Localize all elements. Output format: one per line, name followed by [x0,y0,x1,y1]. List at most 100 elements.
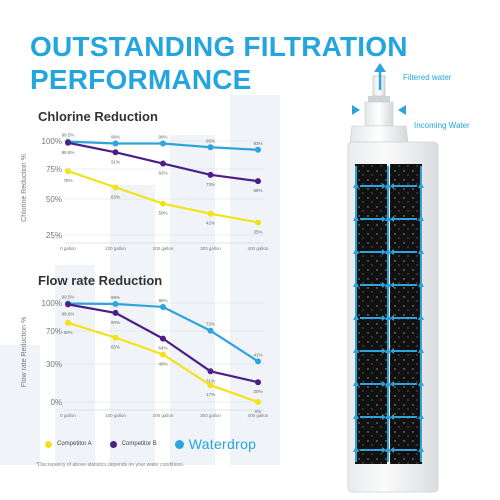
flow-xtick-label: 400 gallon [248,413,269,418]
disclaimer: *Discrepancy of above statistics depends… [36,462,185,468]
chlorine-competitor-a-data-label: 76% [63,178,72,183]
flow-inward-arrow-icon [382,381,386,387]
flow-arrows [353,166,424,462]
flow-up-arrow-icon [385,314,391,320]
flow-up-arrow-icon [353,248,359,254]
flow-competitor-a-point [255,399,261,405]
flow-up-arrow-icon [385,413,391,419]
flow-ytick-label: 70% [46,327,62,336]
flow-up-arrow-icon [353,446,359,452]
cap-shoulder [349,125,409,143]
flow-inward-arrow-icon [382,282,386,288]
chlorine-competitor-a-point [112,184,119,191]
flow-inward-arrow-icon [382,216,386,222]
chlorine-waterdrop-data-label: 95% [206,138,215,143]
flow-inward-arrow-icon [390,249,394,255]
chlorine-competitor-a-point [255,219,261,226]
flow-waterdrop-point [207,327,214,334]
flow-competitor-a-point [65,319,71,326]
flow-up-arrow-icon [385,380,391,386]
cap-neck [364,101,394,127]
chlorine-competitor-b-point [207,171,214,178]
line-charts: 100% 75% 50% 25% 0 gallon 100 gallon 200 gallo… [21,133,269,418]
flow-chart-title: Flow rate Reduction [38,273,163,288]
flow-competitor-b-point [160,335,166,342]
flow-inward-arrow-icon [382,414,386,420]
flow-inward-arrow-icon [390,216,394,222]
chlorine-competitor-b-data-label: 98.6% [62,150,75,155]
flow-inward-arrow-icon [390,282,394,288]
flow-up-arrow-icon [353,347,359,353]
background-bars [0,95,340,465]
waterdrop-swatch [174,439,184,449]
carbon-block-left [355,164,387,464]
flow-inward-arrow-icon [390,381,394,387]
flow-inward-arrow-icon [390,315,394,321]
chlorine-ytick-label: 100% [42,137,62,146]
chlorine-competitor-a-point [160,200,166,207]
flow-up-arrow-icon [418,182,424,188]
flow-competitor-b-data-label: 98.6% [62,311,75,316]
flow-waterdrop-data-label: 41% [253,352,262,357]
chlorine-competitor-a-point [65,168,71,175]
flow-xtick-label: 100 gallon [105,413,126,418]
o-ring [368,96,390,102]
flow-up-arrow-icon [385,446,391,452]
chlorine-competitor-a-data-label: 50% [158,211,167,216]
flow-competitor-a-data-label: 0% [255,409,262,414]
flow-competitor-b-point [207,368,214,375]
flow-inward-arrow-icon [390,414,394,420]
flow-competitor-b-data-label: 90% [111,320,120,325]
chlorine-xtick-label: 100 gallon [105,246,126,251]
legend-item-competitor-a: Competitor A [45,440,92,448]
flow-inward-arrow-icon [382,348,386,354]
flow-up-arrow-icon [353,281,359,287]
flow-competitor-a-point [160,351,166,358]
flow-up-arrow-icon [418,215,424,221]
flow-up-arrow-icon [385,347,391,353]
flow-inward-arrow-icon [390,447,394,453]
flow-waterdrop-data-label: 99.5% [62,294,75,299]
incoming-arrow-right-icon [398,105,406,115]
chlorine-xtick-label: 200 gallon [153,246,174,251]
chlorine-waterdrop-point [112,140,119,147]
flow-competitor-a-data-label: 48% [158,361,167,366]
legend-label-competitor-a: Competitor A [57,441,92,447]
flow-ytick-label: 30% [46,360,62,369]
legend-item-waterdrop: Waterdrop [174,436,257,452]
flow-waterdrop-point [255,358,261,365]
chlorine-competitor-b-data-label: 82% [158,171,167,176]
flow-up-arrow-icon [418,347,424,353]
flow-competitor-b-point [255,379,261,386]
flow-waterdrop-data-label: 72% [206,322,215,327]
chlorine-competitor-b-point [255,178,261,185]
chlorine-waterdrop-data-label: 99.5% [62,133,75,138]
flow-competitor-b-data-label: 64% [158,346,167,351]
flow-waterdrop-point [160,303,166,310]
page-title: OUTSTANDING FILTRATION PERFORMANCE [30,30,408,96]
chlorine-ytick-label: 25% [46,231,62,240]
flow-up-arrow-icon [418,446,424,452]
chlorine-ytick-label: 75% [46,165,62,174]
flow-up-arrow-icon [353,380,359,386]
chlorine-competitor-b-data-label: 68% [253,188,262,193]
legend-label-competitor-b: Competitor B [121,441,157,447]
chlorine-xtick-label: 0 gallon [60,246,76,251]
chlorine-competitor-b-data-label: 91% [111,159,120,164]
flow-up-arrow-icon [418,380,424,386]
chlorine-competitor-b-data-label: 73% [206,182,215,187]
flow-up-arrow-icon [385,215,391,221]
chlorine-competitor-b-point [65,139,71,146]
chlorine-xtick-label: 400 gallon [248,246,269,251]
flow-up-arrow-icon [385,281,391,287]
flow-up-arrow-icon [385,248,391,254]
chlorine-waterdrop-data-label: 98% [158,135,167,140]
chlorine-competitor-b-point [160,160,166,167]
filter-illustration [347,63,439,493]
flow-up-arrow-icon [353,182,359,188]
chlorine-waterdrop-point [255,146,261,153]
chlorine-waterdrop-data-label: 98% [111,135,120,140]
flow-inward-arrow-icon [382,447,386,453]
flow-inward-arrow-icon [390,348,394,354]
chlorine-competitor-a-data-label: 42% [206,221,215,226]
